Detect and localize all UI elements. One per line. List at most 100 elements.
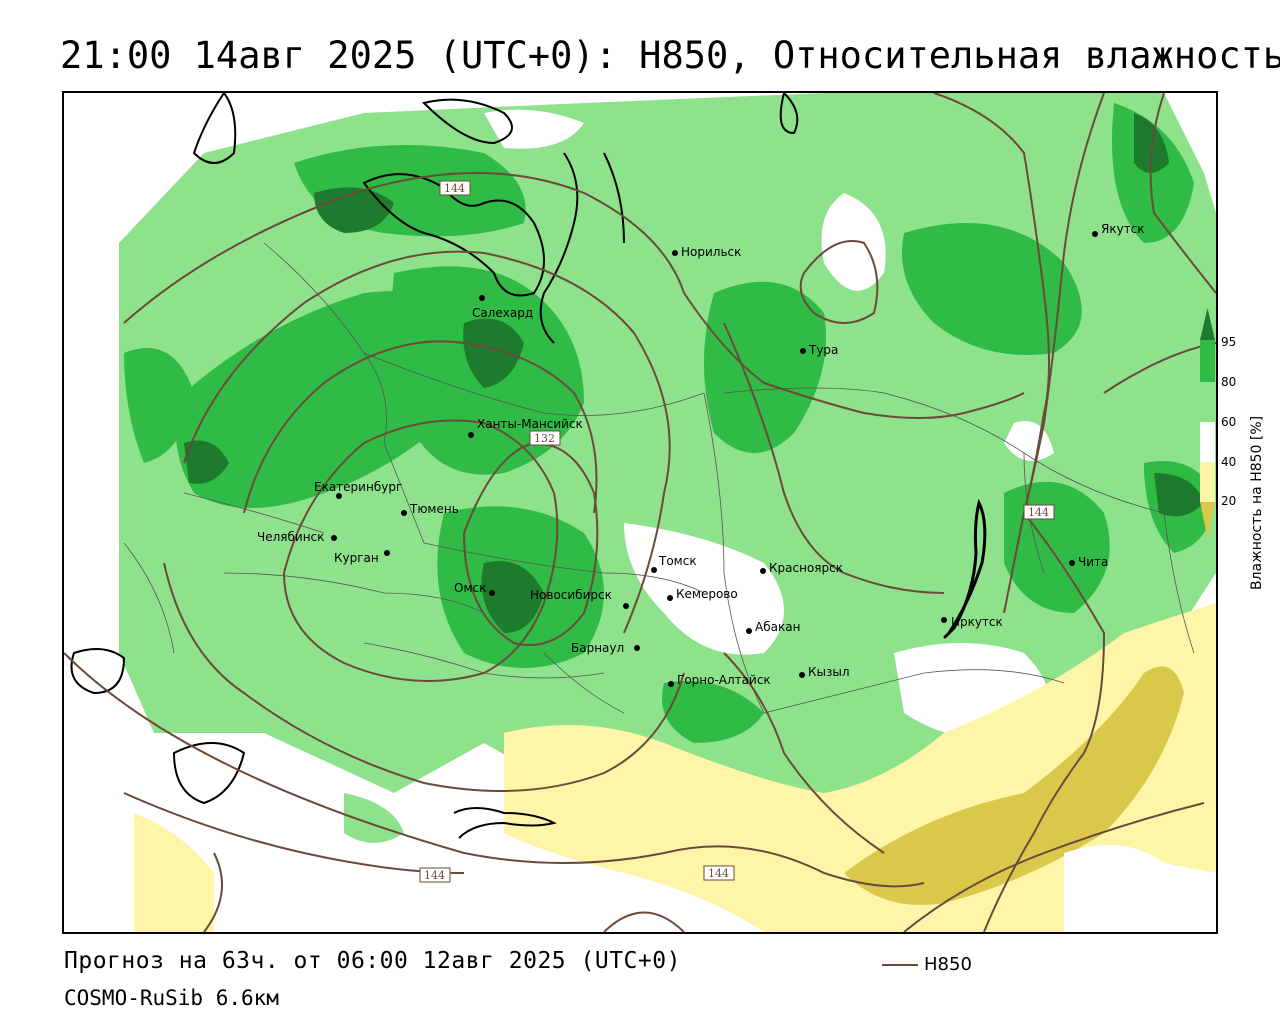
svg-text:144: 144 xyxy=(424,869,445,882)
city-marker: Салехард xyxy=(472,295,533,320)
humidity-95-area xyxy=(463,318,524,388)
city-marker: Норильск xyxy=(672,245,741,259)
svg-text:Омск: Омск xyxy=(454,581,486,595)
svg-text:Горно-Алтайск: Горно-Алтайск xyxy=(677,673,771,687)
colorbar-40-60 xyxy=(1200,422,1215,462)
h850-contour-line xyxy=(723,652,885,854)
city-marker: Омск xyxy=(454,581,495,596)
h850-contour-line xyxy=(683,292,1025,419)
colorbar-tick: 40 xyxy=(1221,455,1237,469)
svg-text:Челябинск: Челябинск xyxy=(257,530,324,544)
humidity-colorbar xyxy=(1200,308,1215,538)
map-title: 21:00 14авг 2025 (UTC+0): H850, Относите… xyxy=(60,34,1280,77)
svg-text:Барнаул: Барнаул xyxy=(571,641,624,655)
svg-text:Екатеринбург: Екатеринбург xyxy=(314,480,402,494)
h850-contour-line xyxy=(933,93,1050,614)
map-panel: 144 132 144 144 144 Норильск Якутск xyxy=(62,91,1218,934)
humidity-95-area xyxy=(1134,113,1169,173)
humidity-20-40-area xyxy=(134,813,214,932)
coastline-caspian xyxy=(70,648,126,695)
h850-contour-line xyxy=(983,512,1106,932)
humidity-lt20-area xyxy=(844,666,1184,905)
h850-contour-line xyxy=(123,172,685,324)
colorbar-title: Влажность на H850 [%] xyxy=(1249,415,1265,590)
humidity-40-60-patch xyxy=(1064,845,1216,932)
h850-contour-line xyxy=(282,419,559,682)
lake-baikal xyxy=(943,498,987,639)
svg-text:144: 144 xyxy=(1028,506,1049,519)
humidity-95-area xyxy=(1154,473,1204,517)
colorbar-tick: 20 xyxy=(1221,494,1237,508)
lake-balkhash xyxy=(453,807,557,839)
svg-text:Томск: Томск xyxy=(658,554,697,568)
humidity-40-60-patch xyxy=(624,523,784,655)
humidity-95-area xyxy=(481,561,544,633)
contour-label: 144 xyxy=(1023,504,1055,520)
svg-text:Абакан: Абакан xyxy=(755,620,800,634)
colorbar-tick: 60 xyxy=(1221,415,1237,429)
contour-label: 132 xyxy=(529,430,561,446)
svg-text:144: 144 xyxy=(444,182,465,195)
svg-text:Кызыл: Кызыл xyxy=(808,665,850,679)
colorbar-80-95 xyxy=(1200,340,1215,382)
h850-contour-line xyxy=(603,911,685,932)
h850-contour-line xyxy=(243,340,598,514)
series-legend-line xyxy=(882,963,918,966)
svg-text:Чита: Чита xyxy=(1078,555,1108,569)
colorbar-tick: 95 xyxy=(1221,335,1237,349)
city-marker: Томск xyxy=(651,554,697,573)
h850-contour-line xyxy=(799,240,879,324)
city-marker: Екатеринбург xyxy=(314,480,402,499)
forecast-info: Прогноз на 63ч. от 06:00 12авг 2025 (UTC… xyxy=(64,948,681,974)
humidity-95-area xyxy=(314,187,394,233)
h850-contour-line xyxy=(64,652,925,888)
contour-label: 144 xyxy=(419,867,451,883)
svg-text:Новосибирск: Новосибирск xyxy=(530,588,612,602)
svg-text:Тура: Тура xyxy=(808,343,838,357)
h850-contour-line xyxy=(1149,93,1216,294)
city-marker: Челябинск xyxy=(257,530,337,544)
h850-contours xyxy=(64,93,1216,932)
colorbar-lt20 xyxy=(1200,502,1215,538)
city-marker: Новосибирск xyxy=(530,588,629,609)
city-marker: Кемерово xyxy=(667,587,738,601)
city-marker: Якутск xyxy=(1092,222,1145,237)
svg-text:Салехард: Салехард xyxy=(472,306,533,320)
h850-contour-line xyxy=(462,441,599,646)
svg-text:Тюмень: Тюмень xyxy=(409,502,459,516)
svg-text:Красноярск: Красноярск xyxy=(769,561,843,575)
colorbar-tick: 80 xyxy=(1221,375,1237,389)
city-marker: Чита xyxy=(1069,555,1108,569)
series-legend: H850 xyxy=(882,954,972,975)
h850-contour-line xyxy=(203,852,223,932)
coastline-taz xyxy=(603,152,625,244)
city-marker: Ханты-Мансийск xyxy=(468,417,583,438)
lake-aral xyxy=(172,742,246,805)
coastline xyxy=(779,93,799,135)
humidity-95-area xyxy=(184,440,229,484)
h850-contour-line xyxy=(1023,93,1105,514)
svg-text:132: 132 xyxy=(534,432,555,445)
humidity-80-95-area xyxy=(662,681,764,743)
admin-borders xyxy=(123,242,1195,714)
city-marker: Кызыл xyxy=(799,665,850,679)
city-marker: Иркутск xyxy=(941,615,1003,629)
contour-label: 144 xyxy=(703,865,735,881)
coastline-gulf-of-ob xyxy=(539,152,579,344)
svg-text:Норильск: Норильск xyxy=(681,245,741,259)
city-marker: Курган xyxy=(334,550,390,565)
h850-contour-line xyxy=(123,792,465,874)
city-marker: Тюмень xyxy=(401,502,459,516)
humidity-80-95-area xyxy=(124,348,194,463)
humidity-80-95-area xyxy=(704,281,826,453)
coastline xyxy=(192,93,237,164)
colorbar-ge95 xyxy=(1200,308,1215,340)
humidity-80-95-area xyxy=(902,223,1082,355)
series-legend-label: H850 xyxy=(924,954,972,975)
contour-label: 144 xyxy=(439,180,471,196)
coastline-novaya-zemlya xyxy=(422,98,513,145)
h850-contour-line xyxy=(183,250,671,634)
colorbar-20-40 xyxy=(1200,462,1215,502)
colorbar-60-80 xyxy=(1200,382,1215,422)
city-marker: Горно-Алтайск xyxy=(668,673,771,687)
